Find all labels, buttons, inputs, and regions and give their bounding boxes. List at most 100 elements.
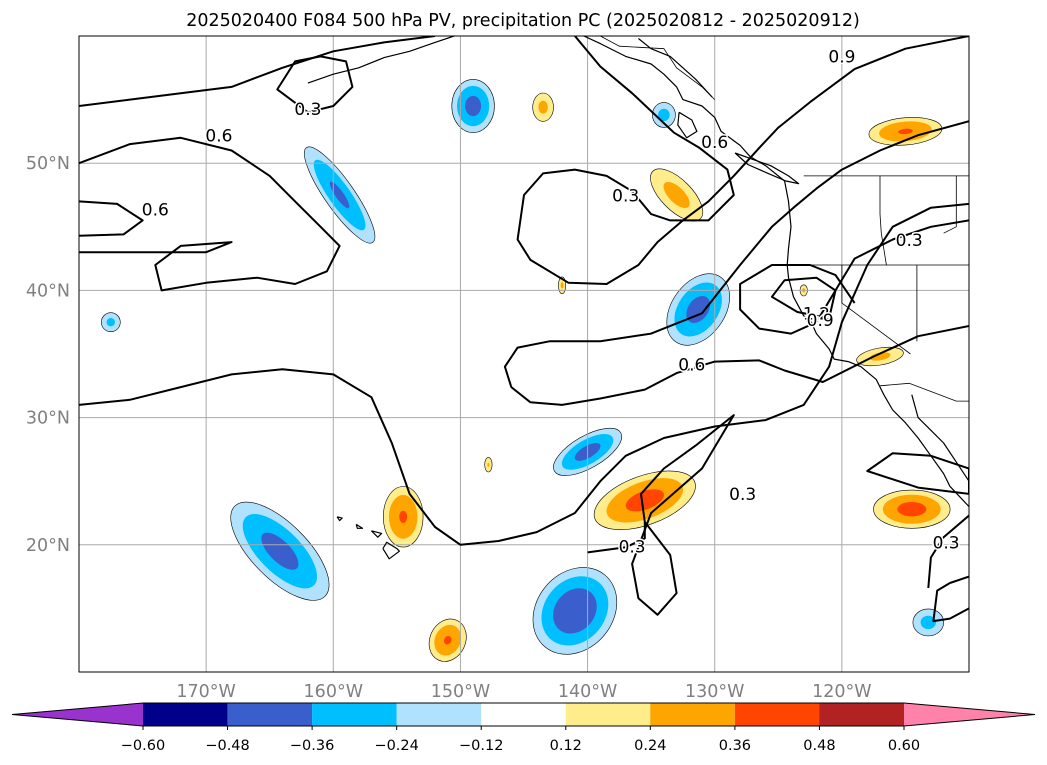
colorbar-swatch bbox=[143, 703, 228, 726]
precip-feature-18 bbox=[428, 618, 467, 662]
pv-contour-line bbox=[79, 200, 144, 237]
precip-band bbox=[106, 318, 115, 327]
precip-band bbox=[487, 462, 490, 467]
precip-band bbox=[465, 95, 482, 117]
precip-band bbox=[553, 588, 597, 634]
pv-contour-line bbox=[276, 55, 354, 114]
pv-contour-label: 1.2 bbox=[803, 305, 830, 325]
coastline bbox=[677, 111, 698, 139]
pv-contour-label: 0.3 bbox=[933, 534, 960, 554]
colorbar-swatch bbox=[819, 703, 904, 726]
precip-band bbox=[625, 489, 664, 512]
colorbar-tick-label: −0.60 bbox=[121, 738, 165, 754]
pv-contour-label: 0.6 bbox=[678, 355, 705, 375]
pv-contour-line bbox=[79, 202, 969, 546]
pv-contour-line bbox=[631, 414, 735, 616]
lat-tick-label: 40°N bbox=[26, 281, 70, 301]
lon-tick-label: 120°W bbox=[812, 682, 871, 702]
colorbar-tick-label: −0.12 bbox=[459, 738, 503, 754]
precip-band bbox=[538, 100, 548, 114]
pv-contour-label: 0.3 bbox=[896, 231, 923, 251]
pv-contour-label: 0.3 bbox=[612, 186, 639, 206]
lon-tick-label: 150°W bbox=[431, 682, 490, 702]
precip-band bbox=[898, 128, 913, 135]
map-frame bbox=[78, 35, 970, 673]
coastline bbox=[638, 38, 713, 98]
precip-feature-19 bbox=[532, 567, 618, 655]
coastline bbox=[336, 516, 343, 522]
precip-band bbox=[399, 510, 408, 523]
border-line bbox=[879, 175, 887, 266]
colorbar-tick-label: −0.24 bbox=[374, 738, 418, 754]
precip-band bbox=[920, 615, 936, 630]
colorbar-tick-label: 0.60 bbox=[888, 738, 920, 754]
political-borders bbox=[600, 36, 969, 402]
lat-tick-label: 20°N bbox=[26, 536, 70, 556]
colorbar-tick-label: 0.24 bbox=[634, 738, 666, 754]
colorbar-swatch bbox=[734, 703, 820, 726]
precip-band bbox=[897, 502, 927, 517]
precip-band bbox=[658, 108, 670, 122]
precip-feature-14 bbox=[593, 470, 696, 530]
precip-feature-20 bbox=[912, 608, 944, 637]
lon-tick-label: 170°W bbox=[176, 682, 235, 702]
precip-feature-5 bbox=[650, 168, 704, 222]
pv-contour-line bbox=[739, 219, 969, 335]
colorbar-swatch bbox=[565, 703, 651, 726]
precip-band bbox=[261, 532, 299, 570]
coastline bbox=[307, 36, 455, 84]
precip-feature-17 bbox=[383, 486, 424, 548]
pv-contour-line bbox=[503, 120, 969, 406]
colorbar-tick-label: −0.36 bbox=[290, 738, 334, 754]
colorbar-swatch bbox=[312, 703, 397, 726]
precip-band bbox=[663, 181, 690, 209]
pv-contour-label: 0.3 bbox=[294, 100, 321, 120]
precip-band bbox=[329, 181, 350, 209]
precip-feature-15 bbox=[873, 489, 951, 529]
colorbar-tick-label: 0.36 bbox=[719, 738, 751, 754]
pv-contour-line bbox=[587, 521, 646, 554]
lat-tick-label: 30°N bbox=[26, 409, 70, 429]
precip-band bbox=[869, 352, 891, 361]
border-line bbox=[600, 36, 715, 100]
pv-contour-line bbox=[79, 36, 436, 107]
precip-feature-3 bbox=[532, 92, 554, 122]
coastline bbox=[382, 541, 400, 560]
coastline bbox=[355, 523, 364, 529]
border-line bbox=[841, 265, 911, 355]
pv-contour-label: 0.3 bbox=[729, 485, 756, 505]
coastlines bbox=[307, 36, 969, 560]
chart-title: 2025020400 F084 500 hPa PV, precipitatio… bbox=[186, 11, 860, 31]
lon-tick-label: 160°W bbox=[304, 682, 363, 702]
colorbar: −0.60 −0.48 −0.36 −0.24 −0.12 0.12 0.24 0.36 0.4… bbox=[11, 702, 1036, 754]
pv-contour-labels: 0.30.60.60.30.60.90.31.20.90.60.30.3 0.3 bbox=[140, 46, 961, 559]
latitude-tick-labels: 20°N 30°N 40°N 50°N bbox=[26, 154, 70, 556]
map-background bbox=[79, 36, 969, 672]
precip-feature-9 bbox=[101, 312, 121, 333]
colorbar-swatch bbox=[481, 703, 566, 726]
pv-contour-line bbox=[932, 575, 969, 623]
precip-feature-11 bbox=[856, 346, 904, 367]
pv-contour-label: 0.9 bbox=[828, 48, 855, 68]
map-area: 0.30.60.60.30.60.90.31.20.90.60.30.3 0.3 bbox=[78, 35, 970, 673]
gridlines bbox=[79, 36, 969, 672]
coastline bbox=[734, 152, 800, 185]
precip-band bbox=[560, 282, 564, 289]
coastline bbox=[370, 530, 383, 538]
pv-contour-label: 0.6 bbox=[142, 200, 169, 220]
pv-contour-line bbox=[770, 276, 837, 320]
colorbar-tick-label: 0.12 bbox=[550, 738, 582, 754]
longitude-tick-labels: 170°W 160°W 150°W 140°W 130°W 120°W bbox=[176, 682, 871, 702]
border-line bbox=[943, 175, 957, 234]
colorbar-tick-label: −0.48 bbox=[205, 738, 249, 754]
precip-feature-6 bbox=[868, 117, 943, 146]
pv-contour-line bbox=[866, 452, 969, 495]
precip-feature-4 bbox=[652, 102, 676, 128]
colorbar-swatch bbox=[396, 703, 482, 726]
lon-tick-label: 140°W bbox=[558, 682, 617, 702]
lon-tick-label: 130°W bbox=[685, 682, 744, 702]
pv-contour-label: 0.9 bbox=[807, 311, 834, 331]
precip-feature-1 bbox=[451, 79, 495, 133]
precip-feature-13 bbox=[484, 457, 493, 473]
